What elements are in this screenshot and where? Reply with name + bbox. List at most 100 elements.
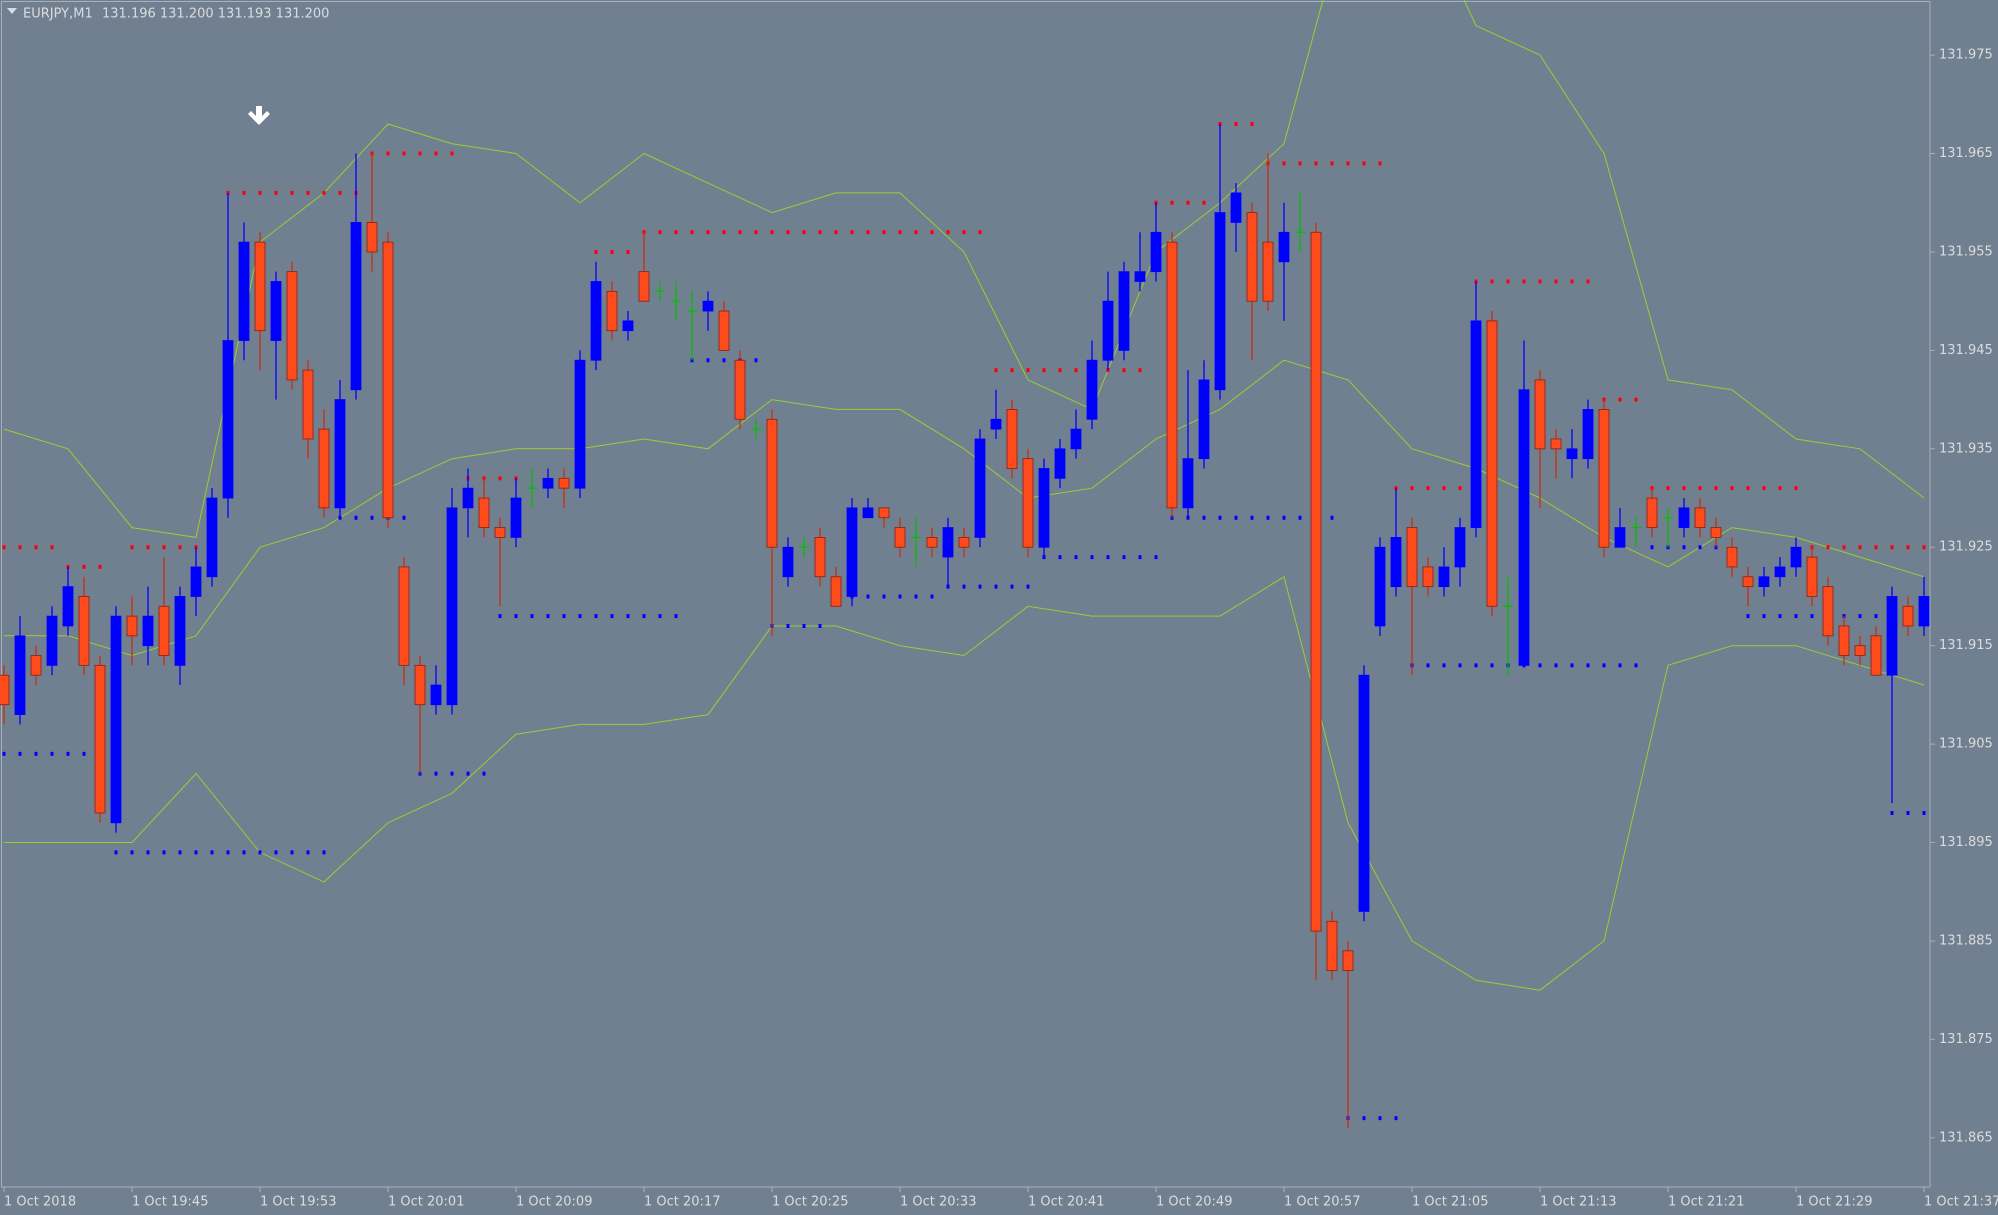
- y-tick-label: 131.975: [1939, 48, 1993, 63]
- candle-body: [718, 310, 730, 351]
- candle-body: [142, 615, 154, 647]
- x-tick-label: 1 Oct 21:37: [1924, 1195, 1998, 1210]
- candle-body: [30, 655, 42, 676]
- candle-body: [1758, 576, 1770, 588]
- candle-body: [446, 507, 458, 706]
- y-tick-label: 131.905: [1939, 737, 1993, 752]
- candle-body: [926, 536, 938, 548]
- candle-body: [1182, 458, 1194, 509]
- candle-body: [830, 576, 842, 607]
- x-tick-label: 1 Oct 20:01: [388, 1195, 464, 1210]
- candle-body: [1854, 645, 1866, 656]
- candle-body: [782, 546, 794, 578]
- x-tick-label: 1 Oct 19:53: [260, 1195, 336, 1210]
- candle-body: [0, 674, 10, 706]
- candle-body: [1406, 527, 1418, 588]
- candle-body: [1454, 527, 1466, 568]
- candle-body: [334, 399, 346, 509]
- x-tick-label: 1 Oct 20:41: [1028, 1195, 1104, 1210]
- y-tick-label: 131.915: [1939, 638, 1993, 653]
- candle-body: [14, 635, 26, 715]
- candle-body: [158, 605, 170, 656]
- candle-body: [1646, 497, 1658, 528]
- x-tick-label: 1 Oct 21:13: [1540, 1195, 1616, 1210]
- symbol-title: EURJPY,M1: [23, 7, 93, 22]
- candle-body: [190, 566, 202, 597]
- candle-body: [398, 566, 410, 666]
- y-tick-label: 131.945: [1939, 343, 1993, 358]
- y-tick-label: 131.965: [1939, 146, 1993, 161]
- candle-body: [1278, 231, 1290, 263]
- candle-body: [46, 615, 58, 666]
- candle-body: [1902, 605, 1914, 627]
- candle-body: [1870, 635, 1882, 676]
- candle-body: [94, 664, 106, 814]
- candle-body: [846, 507, 858, 597]
- plot-frame: [1, 1, 1931, 1188]
- candle-body: [702, 300, 714, 312]
- candle-body: [78, 596, 90, 666]
- candle-body: [1886, 596, 1898, 676]
- candle-body: [350, 222, 362, 391]
- x-tick-label: 1 Oct 20:57: [1284, 1195, 1360, 1210]
- y-tick-label: 131.865: [1939, 1130, 1993, 1145]
- quote-text: 131.196 131.200 131.193 131.200: [102, 7, 329, 22]
- candle-body: [1774, 566, 1786, 578]
- candle-body: [1342, 950, 1354, 971]
- candle-body: [1374, 546, 1386, 627]
- candle-body: [478, 497, 490, 528]
- candle-body: [1726, 546, 1738, 568]
- candle-body: [286, 271, 298, 381]
- candle-body: [1198, 379, 1210, 460]
- x-tick-label: 1 Oct 21:29: [1796, 1195, 1872, 1210]
- candle-body: [1262, 241, 1274, 302]
- candle-body: [62, 586, 74, 627]
- candle-body: [1166, 241, 1178, 509]
- candle-body: [430, 684, 442, 706]
- candle-body: [606, 290, 618, 332]
- candle-body: [254, 241, 266, 332]
- candle-body: [494, 527, 506, 538]
- x-tick-label: 1 Oct 20:49: [1156, 1195, 1232, 1210]
- candle-body: [1022, 458, 1034, 548]
- y-tick-label: 131.935: [1939, 441, 1993, 456]
- candle-body: [238, 241, 250, 341]
- candle-body: [206, 497, 218, 578]
- candle-body: [1614, 527, 1626, 548]
- candle-body: [590, 281, 602, 361]
- candle-body: [974, 438, 986, 538]
- candle-body: [1918, 596, 1930, 627]
- candle-body: [382, 241, 394, 519]
- plot-area: [0, 0, 1930, 1128]
- candle-body: [1438, 566, 1450, 588]
- candle-body: [958, 536, 970, 548]
- candle-body: [862, 507, 874, 519]
- candle-body: [1486, 320, 1498, 607]
- candle-body: [414, 664, 426, 706]
- candle-body: [558, 477, 570, 489]
- candle-body: [878, 507, 890, 519]
- candle-body: [766, 418, 778, 548]
- y-tick-label: 131.895: [1939, 835, 1993, 850]
- candle-body: [734, 359, 746, 420]
- candle-body: [222, 340, 234, 499]
- candle-body: [942, 527, 954, 558]
- candle-body: [1710, 527, 1722, 538]
- candle-body: [1694, 507, 1706, 528]
- candle-body: [622, 320, 634, 332]
- x-tick-label: 1 Oct 19:45: [132, 1195, 208, 1210]
- candle-body: [462, 487, 474, 509]
- candle-body: [110, 615, 122, 824]
- candle-body: [814, 536, 826, 578]
- candle-body: [1118, 271, 1130, 351]
- candle-body: [1422, 566, 1434, 588]
- menu-triangle[interactable]: [7, 8, 17, 14]
- candle-body: [1102, 300, 1114, 361]
- candle-body: [1534, 379, 1546, 450]
- candle-body: [1134, 271, 1146, 282]
- candle-body: [1150, 231, 1162, 273]
- y-tick-label: 131.885: [1939, 933, 1993, 948]
- candle-body: [1582, 409, 1594, 460]
